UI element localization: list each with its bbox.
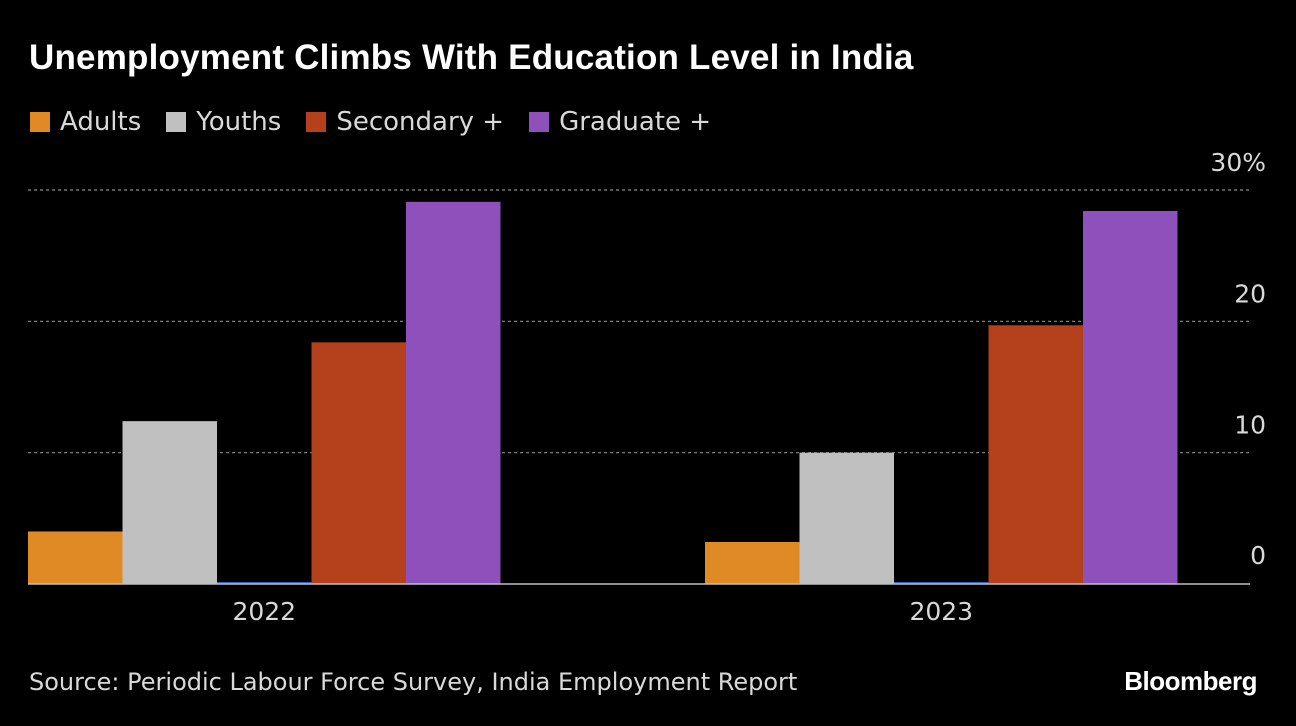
- bloomberg-logo: Bloomberg: [1124, 666, 1257, 696]
- bars: [28, 201, 1178, 584]
- legend-swatch-graduate: [529, 112, 550, 132]
- bar-adults-2023: [705, 541, 800, 584]
- x-tick-label-2023: 2023: [909, 597, 973, 626]
- legend-item-graduate: Graduate +: [529, 107, 711, 137]
- chart-legend: Adults Youths Secondary + Graduate +: [30, 107, 736, 137]
- bar-youths-2022: [122, 421, 217, 584]
- legend-item-youths: Youths: [166, 107, 281, 137]
- bar-marker-2023: [894, 582, 989, 584]
- x-tick-label-2022: 2022: [232, 597, 296, 626]
- bar-graduate-2023: [1083, 211, 1178, 584]
- y-tick-label-10: 10: [1234, 411, 1266, 440]
- y-tick-label-30: 30%: [1210, 148, 1266, 177]
- axes: 0 10 20 30% 2022 2023: [28, 148, 1266, 626]
- y-tick-label-0: 0: [1250, 541, 1266, 570]
- legend-label-graduate: Graduate +: [559, 107, 712, 137]
- source-note: Source: Periodic Labour Force Survey, In…: [29, 668, 798, 696]
- bar-secondary-2023: [988, 325, 1083, 584]
- legend-label-secondary: Secondary +: [336, 107, 505, 137]
- y-tick-label-20: 20: [1234, 279, 1266, 308]
- bar-youths-2023: [799, 452, 894, 584]
- chart-title: Unemployment Climbs With Education Level…: [29, 38, 914, 77]
- legend-swatch-adults: [30, 112, 50, 132]
- legend-label-adults: Adults: [60, 107, 142, 137]
- legend-item-adults: Adults: [30, 107, 141, 137]
- bar-adults-2022: [28, 531, 123, 584]
- bar-marker-2022: [217, 582, 312, 584]
- legend-swatch-secondary: [306, 112, 327, 132]
- bar-graduate-2022: [406, 201, 501, 584]
- legend-item-secondary: Secondary +: [306, 107, 504, 137]
- legend-label-youths: Youths: [196, 107, 282, 137]
- bar-secondary-2022: [311, 342, 406, 584]
- legend-swatch-youths: [166, 112, 187, 132]
